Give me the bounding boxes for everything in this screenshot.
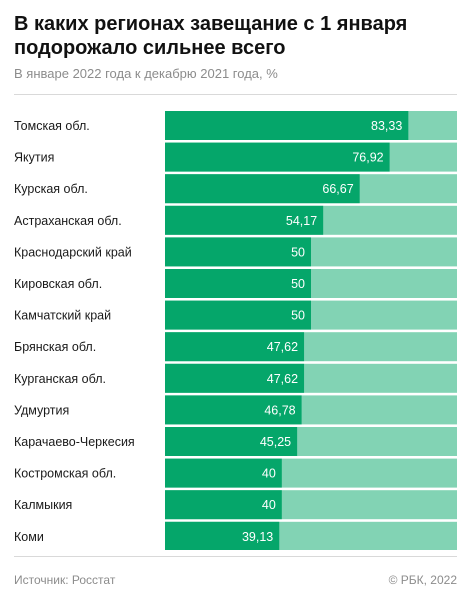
category-label: Калмыкия bbox=[14, 498, 72, 512]
category-label: Курская обл. bbox=[14, 182, 88, 196]
value-label: 47,62 bbox=[267, 340, 298, 354]
bar-chart: Томская обл. 83,33 Якутия 76,92 Курская обл.… bbox=[14, 111, 457, 550]
bar-row: Карачаево-Черкесия 45,25 bbox=[14, 427, 457, 456]
bar-row: Коми 39,13 bbox=[14, 521, 457, 550]
value-label: 45,25 bbox=[260, 435, 291, 449]
category-label: Томская обл. bbox=[14, 119, 90, 133]
bar bbox=[165, 111, 409, 140]
bar bbox=[165, 395, 302, 425]
value-label: 66,67 bbox=[322, 182, 353, 196]
bar-row: Курская обл. 66,67 bbox=[14, 174, 457, 204]
category-label: Курганская обл. bbox=[14, 372, 106, 386]
value-label: 40 bbox=[262, 467, 276, 481]
bar-row: Кировская обл. 50 bbox=[14, 269, 457, 298]
value-label: 50 bbox=[291, 277, 305, 291]
bar bbox=[165, 490, 282, 520]
category-label: Костромская обл. bbox=[14, 467, 116, 481]
value-label: 50 bbox=[291, 309, 305, 323]
value-label: 47,62 bbox=[267, 372, 298, 386]
bar bbox=[165, 332, 305, 362]
bar-row: Камчатский край 50 bbox=[14, 300, 457, 330]
top-divider bbox=[14, 94, 457, 95]
category-label: Брянская обл. bbox=[14, 340, 96, 354]
bar-row: Удмуртия 46,78 bbox=[14, 395, 457, 425]
category-label: Краснодарский край bbox=[14, 245, 132, 259]
bar-row: Краснодарский край 50 bbox=[14, 237, 457, 267]
category-label: Камчатский край bbox=[14, 309, 111, 323]
bar-row: Костромская обл. 40 bbox=[14, 458, 457, 488]
value-label: 76,92 bbox=[352, 151, 383, 165]
value-label: 39,13 bbox=[242, 530, 273, 544]
category-label: Астраханская обл. bbox=[14, 214, 122, 228]
value-label: 83,33 bbox=[371, 119, 402, 133]
bar-row: Астраханская обл. 54,17 bbox=[14, 205, 457, 235]
category-label: Коми bbox=[14, 530, 44, 544]
bar-row: Курганская обл. 47,62 bbox=[14, 363, 457, 393]
copyright-note: © РБК, 2022 bbox=[388, 573, 457, 587]
value-label: 40 bbox=[262, 498, 276, 512]
chart-title: В каких регионах завещание с 1 января по… bbox=[14, 13, 408, 59]
bar bbox=[165, 363, 305, 393]
source-note: Источник: Росстат bbox=[14, 573, 116, 587]
value-label: 50 bbox=[291, 245, 305, 259]
bar-row: Томская обл. 83,33 bbox=[14, 111, 457, 140]
category-label: Удмуртия bbox=[14, 403, 69, 417]
bar bbox=[165, 205, 324, 235]
bar bbox=[165, 521, 280, 550]
category-label: Карачаево-Черкесия bbox=[14, 435, 135, 449]
value-label: 54,17 bbox=[286, 214, 317, 228]
bar-row: Брянская обл. 47,62 bbox=[14, 332, 457, 362]
bar bbox=[165, 300, 311, 330]
bar bbox=[165, 269, 311, 298]
bar bbox=[165, 142, 390, 172]
bar bbox=[165, 174, 360, 204]
bar-row: Калмыкия 40 bbox=[14, 490, 457, 520]
bottom-divider bbox=[14, 556, 457, 557]
bar-row: Якутия 76,92 bbox=[14, 142, 457, 172]
bar bbox=[165, 458, 282, 488]
bar bbox=[165, 237, 311, 267]
category-label: Якутия bbox=[14, 151, 54, 165]
category-label: Кировская обл. bbox=[14, 277, 102, 291]
bar bbox=[165, 427, 298, 456]
chart-subtitle: В январе 2022 года к декабрю 2021 года, … bbox=[14, 66, 278, 81]
value-label: 46,78 bbox=[264, 403, 295, 417]
